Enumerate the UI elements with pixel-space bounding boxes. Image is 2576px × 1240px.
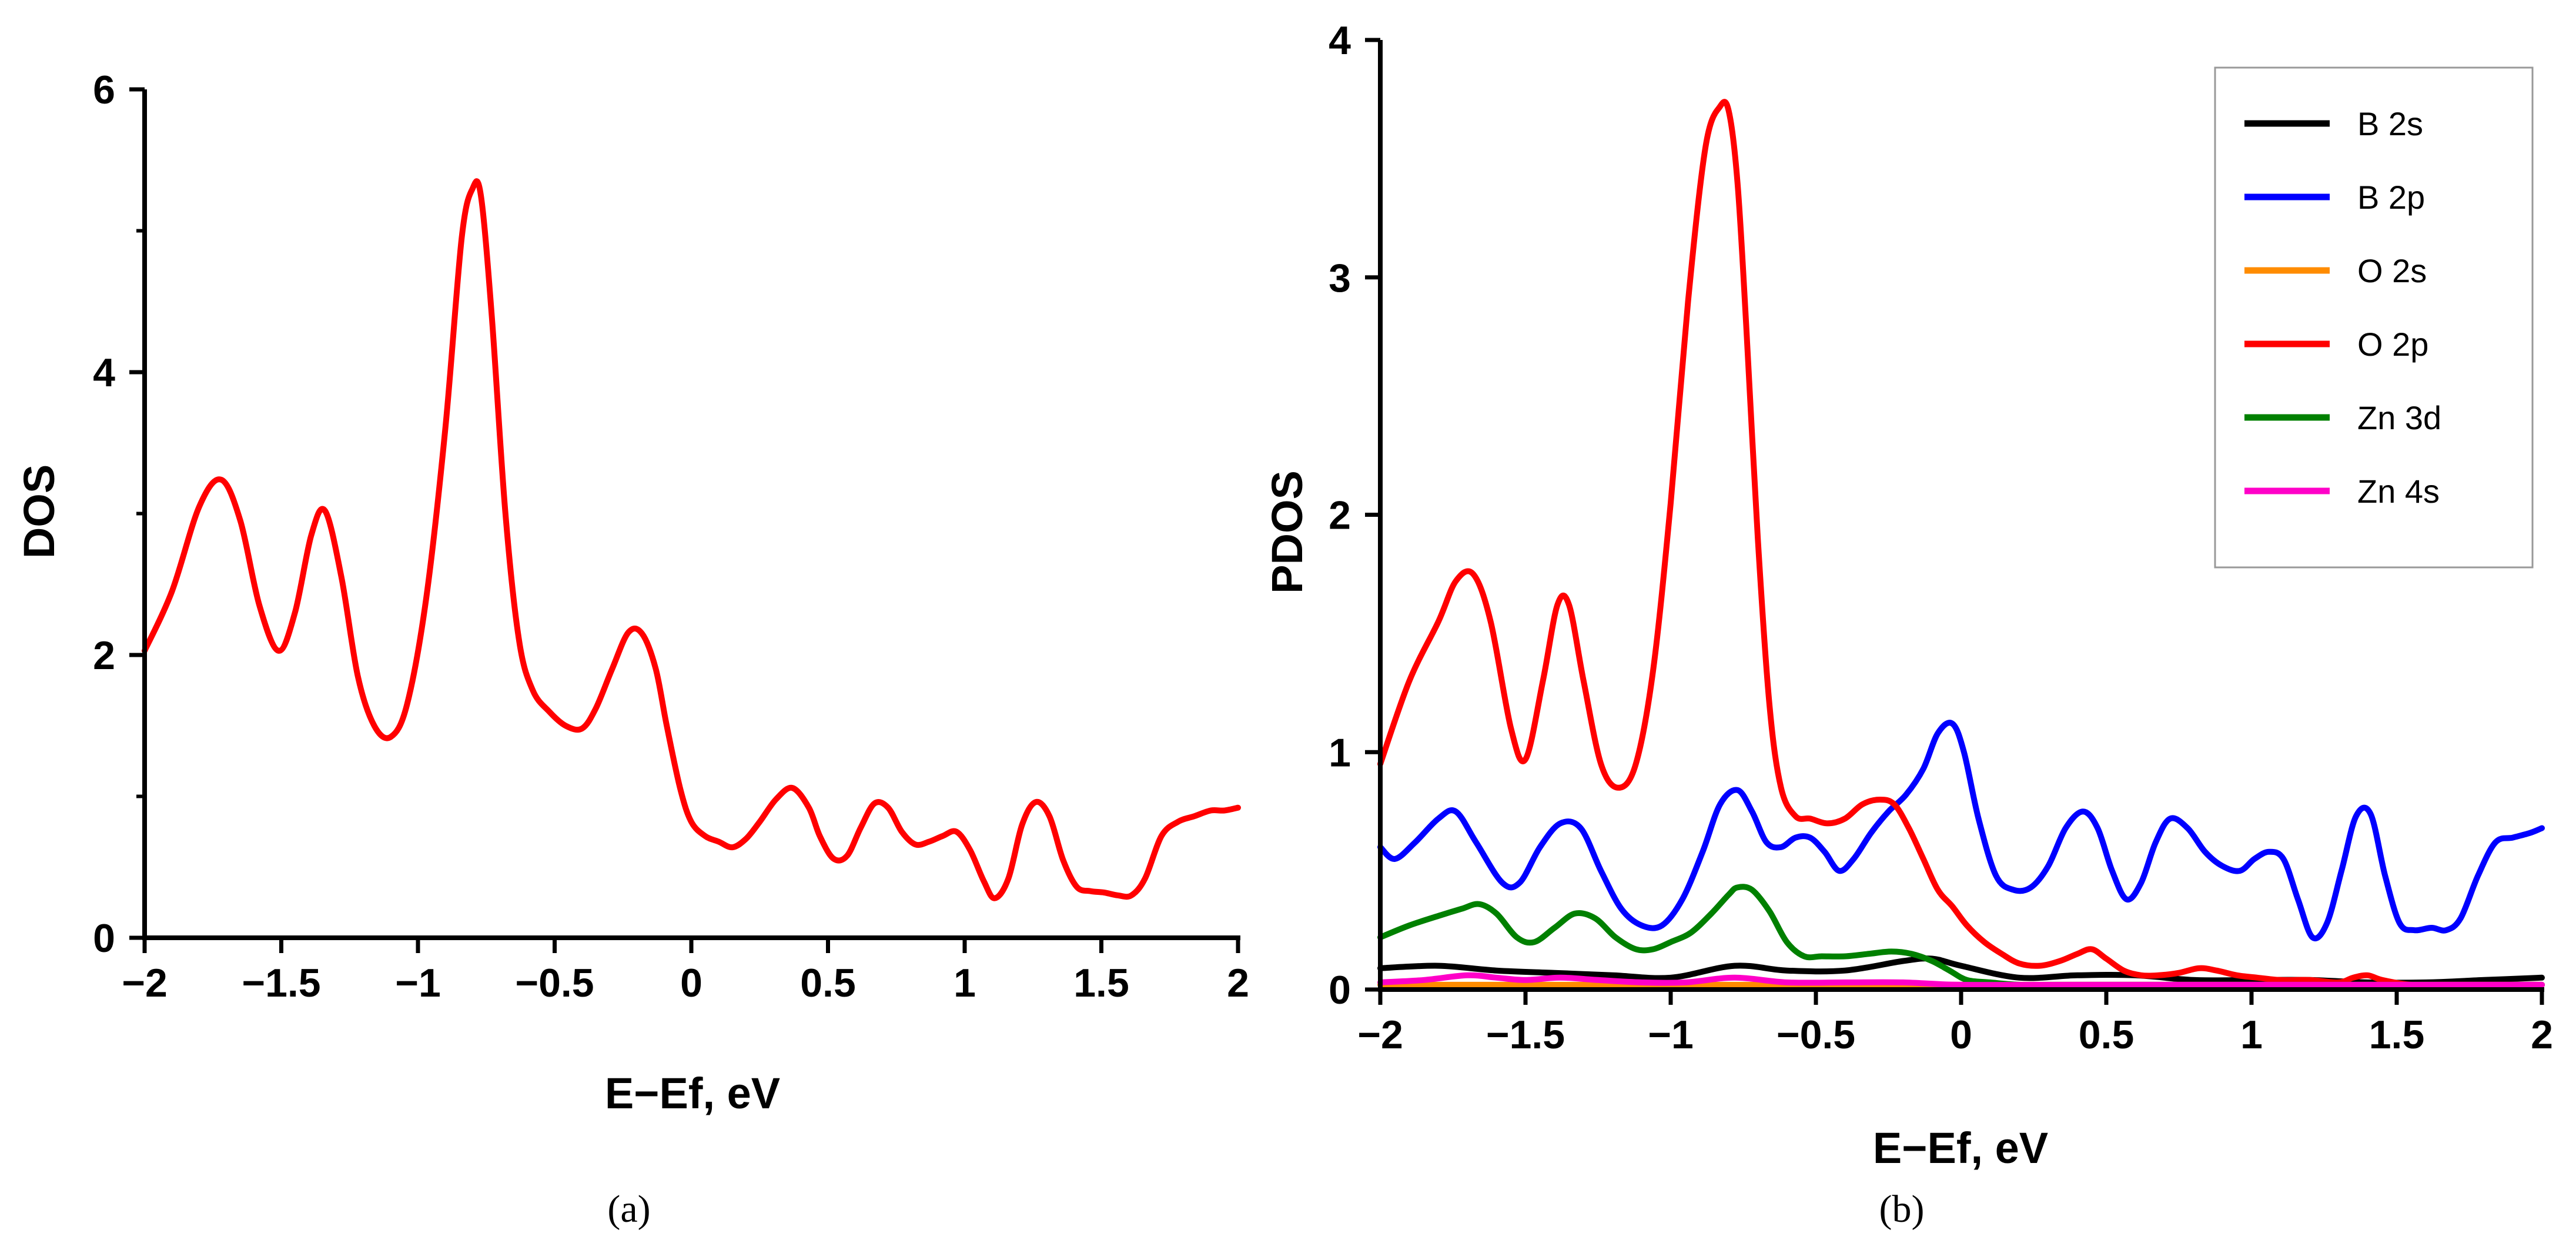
panel-b-series-b-2p bbox=[1377, 720, 2545, 941]
panel-b-y-tick-label: 3 bbox=[1329, 256, 1351, 300]
panel-a-x-tick-label: −2 bbox=[122, 961, 168, 1005]
panel-b-x-tick-label: 2 bbox=[2531, 1012, 2553, 1057]
panel-b-y-axis-title: PDOS bbox=[1263, 470, 1312, 594]
legend: B 2s B 2p O 2s O 2p Zn 3d Zn 4s bbox=[2214, 66, 2534, 569]
legend-label-zn-4s: Zn 4s bbox=[2357, 473, 2440, 510]
panel-b-x-tick-label: 1.5 bbox=[2369, 1012, 2425, 1057]
panel-b-x-axis-title: E−Ef, eV bbox=[1873, 1124, 2048, 1172]
panel-b-x-tick-label: −1 bbox=[1648, 1012, 1694, 1057]
panel-a-y-tick-label: 6 bbox=[93, 68, 115, 112]
panel-b-y-tick-label: 1 bbox=[1329, 730, 1351, 775]
panel-b-x-tick-label: 0 bbox=[1950, 1012, 1972, 1057]
panel-a-x-tick-label: 0.5 bbox=[800, 961, 856, 1005]
panel-a-y-tick-label: 4 bbox=[93, 350, 115, 395]
panel-a-y-tick-label: 2 bbox=[93, 633, 115, 678]
panel-b-x-tick-label: −1.5 bbox=[1486, 1012, 1565, 1057]
legend-items: B 2s B 2p O 2s O 2p Zn 3d Zn 4s bbox=[2244, 105, 2441, 510]
panel-a-x-tick-label: 1.5 bbox=[1073, 961, 1129, 1005]
panel-b-y-tick-label: 2 bbox=[1329, 493, 1351, 538]
panel-b-x-tick-label: 1 bbox=[2240, 1012, 2263, 1057]
panel-b-ticks: −2 −1.5 −1 −0.5 0 0.5 1 1.5 2 0 1 2 3 4 bbox=[1329, 18, 2553, 1057]
panel-a-y-axis-title: DOS bbox=[15, 464, 63, 559]
panel-b-y-tick-label: 0 bbox=[1329, 968, 1351, 1012]
panel-a-x-tick-label: −0.5 bbox=[515, 961, 594, 1005]
panel-a-x-tick-label: 1 bbox=[954, 961, 976, 1005]
panel-b-x-tick-label: −0.5 bbox=[1777, 1012, 1855, 1057]
panel-b-series bbox=[1377, 99, 2545, 988]
panel-b-y-tick-label: 4 bbox=[1329, 18, 1351, 63]
panel-b-series-zn-4s bbox=[1377, 972, 2545, 988]
legend-label-b-2s: B 2s bbox=[2357, 105, 2423, 142]
panel-a-series-dos bbox=[142, 178, 1241, 901]
panel-a-ticks: −2 −1.5 −1 −0.5 0 0.5 1 1.5 2 0 2 4 6 bbox=[93, 68, 1249, 1005]
panel-b-label: (b) bbox=[1879, 1188, 1925, 1231]
legend-label-o-2p: O 2p bbox=[2357, 326, 2428, 363]
panel-a: −2 −1.5 −1 −0.5 0 0.5 1 1.5 2 0 2 4 6 E−Ef, eV DOS (… bbox=[15, 68, 1249, 1231]
legend-box bbox=[2214, 66, 2534, 569]
panel-a-series bbox=[142, 178, 1241, 901]
panel-b-x-tick-label: 0.5 bbox=[2079, 1012, 2135, 1057]
panel-b-x-tick-label: −2 bbox=[1357, 1012, 1403, 1057]
panel-a-x-axis-title: E−Ef, eV bbox=[605, 1069, 780, 1118]
panel-a-x-tick-label: 2 bbox=[1227, 961, 1249, 1005]
panel-b: −2 −1.5 −1 −0.5 0 0.5 1 1.5 2 0 1 2 3 4 E−Ef, eV PDOS… bbox=[1263, 18, 2553, 1231]
panel-a-y-tick-label: 0 bbox=[93, 916, 115, 961]
legend-label-zn-3d: Zn 3d bbox=[2357, 399, 2441, 436]
panel-b-series-o-2p bbox=[1377, 99, 2545, 988]
panel-a-x-tick-label: 0 bbox=[680, 961, 702, 1005]
legend-label-b-2p: B 2p bbox=[2357, 179, 2425, 216]
panel-a-x-tick-label: −1.5 bbox=[242, 961, 320, 1005]
panel-a-x-tick-label: −1 bbox=[395, 961, 441, 1005]
legend-label-o-2s: O 2s bbox=[2357, 252, 2427, 289]
panel-a-label: (a) bbox=[607, 1188, 650, 1231]
